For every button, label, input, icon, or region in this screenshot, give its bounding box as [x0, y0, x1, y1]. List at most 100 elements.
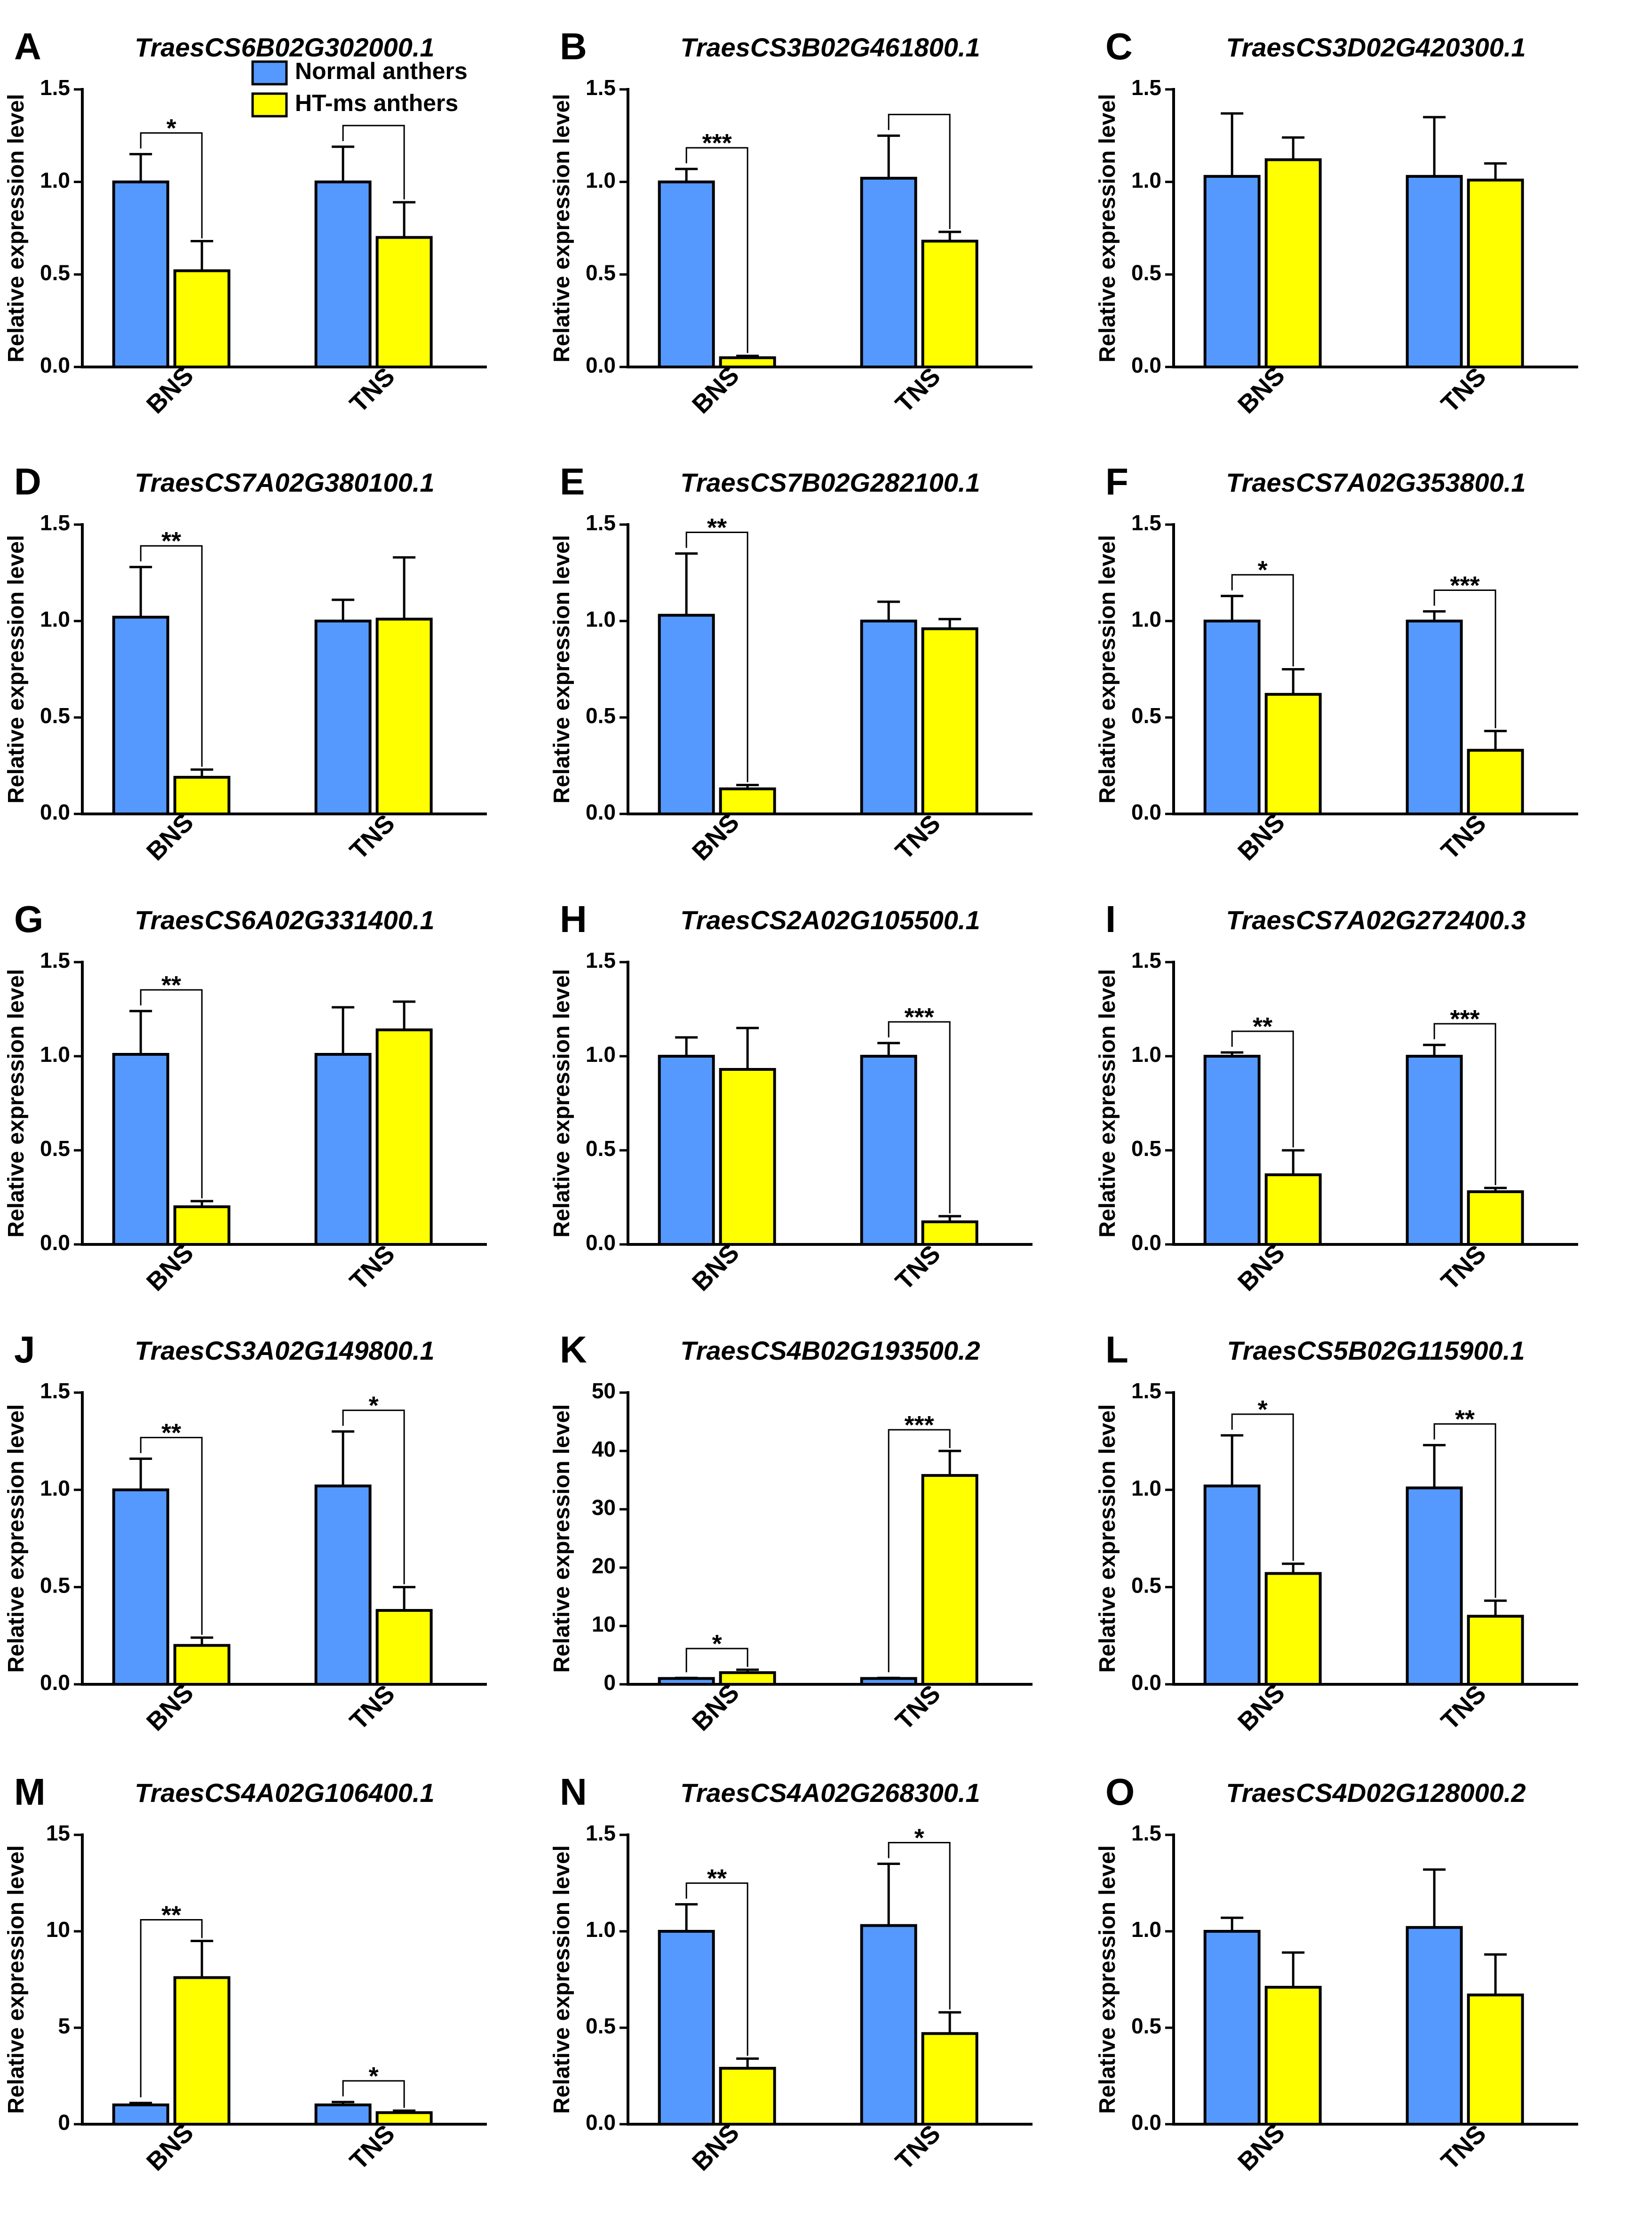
panel-g-bar-bns-htms: [173, 1205, 230, 1246]
panel-a-title: TraesCS6B02G302000.1: [135, 32, 434, 62]
panel-i-y-tick-label: 1.0: [1131, 1042, 1161, 1067]
panel-f-letter: F: [1105, 461, 1128, 502]
panel-i-bar-tns-normal: [1406, 1055, 1463, 1246]
panel-f-y-tick-label: 0.5: [1131, 703, 1161, 728]
panel-h-bar-bns-htms: [719, 1068, 776, 1246]
panel-i-significance-label: ***: [1450, 1005, 1480, 1033]
panel-k-bar-tns-normal: [860, 1677, 917, 1686]
panel-d-y-tick-label: 0.0: [40, 800, 70, 824]
panel-f-significance-label: ***: [1450, 572, 1480, 600]
panel-b-bar-tns-htms: [921, 239, 978, 368]
panel-m-category-label: TNS: [344, 2119, 400, 2175]
panel-c-letter: C: [1105, 25, 1133, 67]
panel-n-y-tick-label: 1.0: [586, 1917, 616, 1942]
panel-e-title: TraesCS7B02G282100.1: [680, 468, 980, 497]
panel-b-bar-tns-normal: [860, 176, 917, 368]
panel-c-y-tick-label: 0.5: [1131, 260, 1161, 285]
panel-f-significance-label: *: [1258, 556, 1268, 584]
panel-o-category-label: TNS: [1436, 2119, 1492, 2175]
panel-c-bar-tns-normal: [1406, 175, 1463, 368]
panel-e-significance-bracket: [685, 532, 748, 782]
panel-c-category-label: TNS: [1436, 362, 1492, 418]
panel-o-bar-bns-htms: [1264, 1985, 1322, 2126]
panel-h-y-tick-label: 1.0: [586, 1042, 616, 1067]
panel-o-y-tick-label: 1.5: [1131, 1821, 1161, 1845]
panel-f-significance-bracket: [1433, 590, 1496, 728]
panel-d-title: TraesCS7A02G380100.1: [135, 468, 434, 497]
panel-j-y-label: Relative expression level: [4, 1404, 29, 1673]
panel-f: F TraesCS7A02G353800.1 Relative expression…: [1095, 461, 1578, 866]
panel-k-title: TraesCS4B02G193500.2: [680, 1336, 980, 1365]
panel-l-bar-bns-htms: [1264, 1572, 1322, 1686]
panel-l-category-label: TNS: [1436, 1680, 1492, 1736]
panel-l-bar-tns-normal: [1406, 1486, 1463, 1686]
panel-g-bar-bns-normal: [112, 1053, 169, 1246]
panel-g-bar-tns-normal: [314, 1053, 372, 1246]
panel-g-category-label: BNS: [141, 1239, 199, 1297]
panel-b: B TraesCS3B02G461800.1 Relative expression…: [549, 25, 1032, 419]
panel-e-category-label: TNS: [890, 809, 946, 865]
panel-j-bar-tns-htms: [375, 1609, 433, 1686]
panel-d-category-label: TNS: [344, 809, 400, 865]
panel-o: O TraesCS4D02G128000.2 Relative expression…: [1095, 1771, 1578, 2176]
panel-k-bar-bns-normal: [658, 1677, 715, 1686]
panel-h-y-tick-label: 0.5: [586, 1136, 616, 1161]
panel-l-y-tick-label: 1.0: [1131, 1476, 1161, 1500]
panel-l-y-tick-label: 1.5: [1131, 1378, 1161, 1403]
panel-n-category-label: TNS: [890, 2119, 946, 2175]
panel-i-letter: I: [1105, 898, 1116, 940]
panel-j-significance-bracket: [140, 1437, 203, 1635]
panel-k-y-tick-label: 30: [592, 1495, 616, 1520]
panel-d-y-tick-label: 1.0: [40, 607, 70, 631]
panel-h-category-label: BNS: [687, 1239, 745, 1297]
panel-h-y-tick-label: 0.0: [586, 1230, 616, 1255]
panel-k-category-label: TNS: [890, 1680, 946, 1736]
panel-i-bar-bns-normal: [1203, 1055, 1261, 1246]
panel-c-y-tick-label: 1.0: [1131, 168, 1161, 192]
panel-n-bar-bns-htms: [719, 2067, 776, 2126]
panel-h: H TraesCS2A02G105500.1 Relative expression…: [549, 898, 1032, 1297]
panel-f-y-tick-label: 0.0: [1131, 800, 1161, 824]
panel-l-significance-bracket: [1433, 1423, 1496, 1598]
panel-k-significance-bracket: [888, 1429, 951, 1673]
panel-h-y-label: Relative expression level: [549, 969, 574, 1238]
panel-f-title: TraesCS7A02G353800.1: [1226, 468, 1525, 497]
panel-d-significance-bracket: [140, 545, 203, 767]
panel-d-y-tick-label: 1.5: [40, 510, 70, 535]
panel-h-significance-bracket: [888, 1021, 951, 1213]
panel-a-letter: A: [14, 25, 41, 67]
panel-o-y-tick-label: 0.0: [1131, 2110, 1161, 2135]
panel-i-y-tick-label: 0.5: [1131, 1136, 1161, 1161]
panel-g-y-tick-label: 1.5: [40, 948, 70, 972]
panel-j-category-label: TNS: [344, 1680, 400, 1736]
panel-j-title: TraesCS3A02G149800.1: [135, 1336, 434, 1365]
panel-d-y-tick-label: 0.5: [40, 703, 70, 728]
panel-a-bar-bns-normal: [112, 180, 169, 368]
panel-d-bar-tns-normal: [314, 620, 372, 815]
panel-j-bar-bns-normal: [112, 1488, 169, 1686]
panel-m-significance-label: **: [161, 1901, 181, 1929]
panel-g-letter: G: [14, 898, 43, 940]
panel-a-category-label: BNS: [141, 361, 199, 419]
panel-f-y-label: Relative expression level: [1095, 535, 1120, 804]
panel-j-y-tick-label: 0.5: [40, 1573, 70, 1597]
panel-l-bar-bns-normal: [1203, 1484, 1261, 1686]
panel-m-bar-bns-normal: [112, 2103, 169, 2126]
panel-k-letter: K: [560, 1329, 587, 1370]
panel-m-significance-bracket: [342, 2080, 405, 2108]
panel-h-title: TraesCS2A02G105500.1: [680, 905, 980, 935]
panel-k-category-label: BNS: [687, 1679, 745, 1737]
panel-a-significance-bracket: [342, 125, 405, 199]
panel-c-title: TraesCS3D02G420300.1: [1226, 32, 1525, 62]
panel-a-y-label: Relative expression level: [4, 94, 29, 363]
panel-f-y-tick-label: 1.5: [1131, 510, 1161, 535]
panel-k-y-tick-label: 20: [592, 1554, 616, 1578]
panel-l-title: TraesCS5B02G115900.1: [1227, 1336, 1525, 1365]
panel-g-category-label: TNS: [344, 1240, 400, 1296]
panel-c-y-label: Relative expression level: [1095, 94, 1120, 363]
panel-i-bar-tns-htms: [1467, 1190, 1524, 1246]
panel-d-category-label: BNS: [141, 808, 199, 866]
panel-g-title: TraesCS6A02G331400.1: [135, 905, 434, 935]
panel-n-y-tick-label: 0.5: [586, 2014, 616, 2038]
panel-j-category-label: BNS: [141, 1679, 199, 1737]
